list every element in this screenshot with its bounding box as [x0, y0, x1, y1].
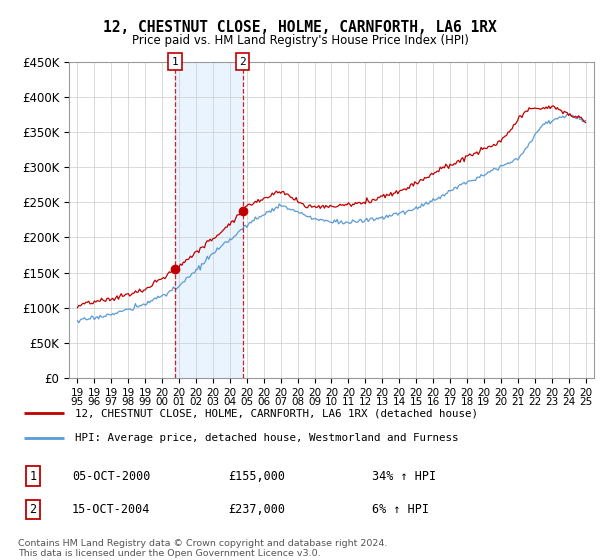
- Text: HPI: Average price, detached house, Westmorland and Furness: HPI: Average price, detached house, West…: [76, 433, 459, 443]
- Text: 6% ↑ HPI: 6% ↑ HPI: [372, 503, 429, 516]
- Text: 2: 2: [239, 57, 246, 67]
- Text: 2: 2: [29, 503, 37, 516]
- Text: Price paid vs. HM Land Registry's House Price Index (HPI): Price paid vs. HM Land Registry's House …: [131, 34, 469, 46]
- Text: 15-OCT-2004: 15-OCT-2004: [72, 503, 151, 516]
- Text: 05-OCT-2000: 05-OCT-2000: [72, 469, 151, 483]
- Text: £155,000: £155,000: [228, 469, 285, 483]
- Text: This data is licensed under the Open Government Licence v3.0.: This data is licensed under the Open Gov…: [18, 549, 320, 558]
- Text: £237,000: £237,000: [228, 503, 285, 516]
- Text: 12, CHESTNUT CLOSE, HOLME, CARNFORTH, LA6 1RX (detached house): 12, CHESTNUT CLOSE, HOLME, CARNFORTH, LA…: [76, 408, 478, 418]
- Text: 34% ↑ HPI: 34% ↑ HPI: [372, 469, 436, 483]
- Bar: [175, 62, 242, 378]
- Text: 12, CHESTNUT CLOSE, HOLME, CARNFORTH, LA6 1RX: 12, CHESTNUT CLOSE, HOLME, CARNFORTH, LA…: [103, 20, 497, 35]
- Text: 1: 1: [29, 469, 37, 483]
- Text: 1: 1: [172, 57, 178, 67]
- Text: Contains HM Land Registry data © Crown copyright and database right 2024.: Contains HM Land Registry data © Crown c…: [18, 539, 388, 548]
